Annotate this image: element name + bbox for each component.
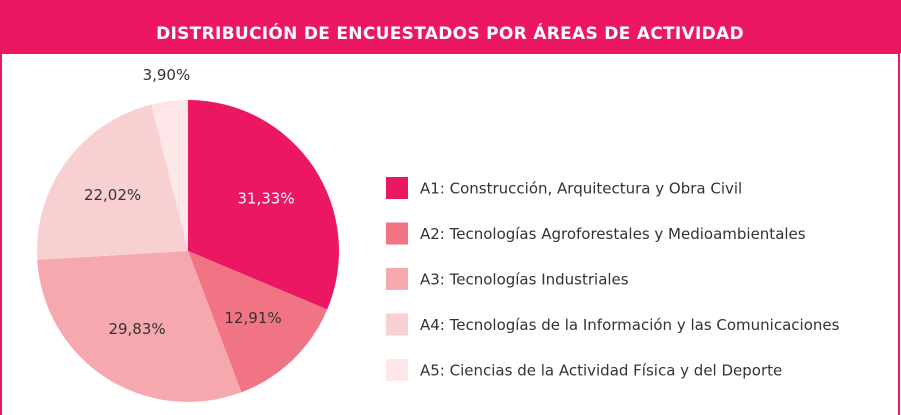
legend-label: A2: Tecnologías Agroforestales y Medioam… [420, 225, 806, 243]
legend-swatch [386, 313, 408, 336]
legend-swatch [386, 359, 408, 381]
chart-title: DISTRIBUCIÓN DE ENCUESTADOS POR ÁREAS DE… [156, 22, 744, 44]
pie-slice [37, 251, 242, 402]
frame [0, 52, 900, 415]
legend-label: A1: Construcción, Arquitectura y Obra Ci… [420, 180, 742, 198]
data-label: 22,02% [84, 186, 141, 204]
legend-swatch [386, 268, 408, 290]
data-label: 29,83% [108, 320, 165, 338]
legend-label: A4: Tecnologías de la Información y las … [420, 316, 840, 334]
data-label: 12,91% [224, 309, 281, 327]
data-label: 3,90% [143, 66, 191, 84]
pie-slice [151, 100, 188, 251]
pie-slice [36, 104, 188, 260]
header-bar [0, 0, 901, 53]
pie-slice [188, 251, 328, 393]
pie-slice [188, 100, 339, 310]
legend-label: A3: Tecnologías Industriales [420, 271, 629, 289]
legend-swatch [386, 222, 408, 245]
legend-label: A5: Ciencias de la Actividad Física y de… [420, 362, 782, 380]
legend-swatch [386, 177, 408, 199]
data-label: 31,33% [237, 190, 294, 208]
